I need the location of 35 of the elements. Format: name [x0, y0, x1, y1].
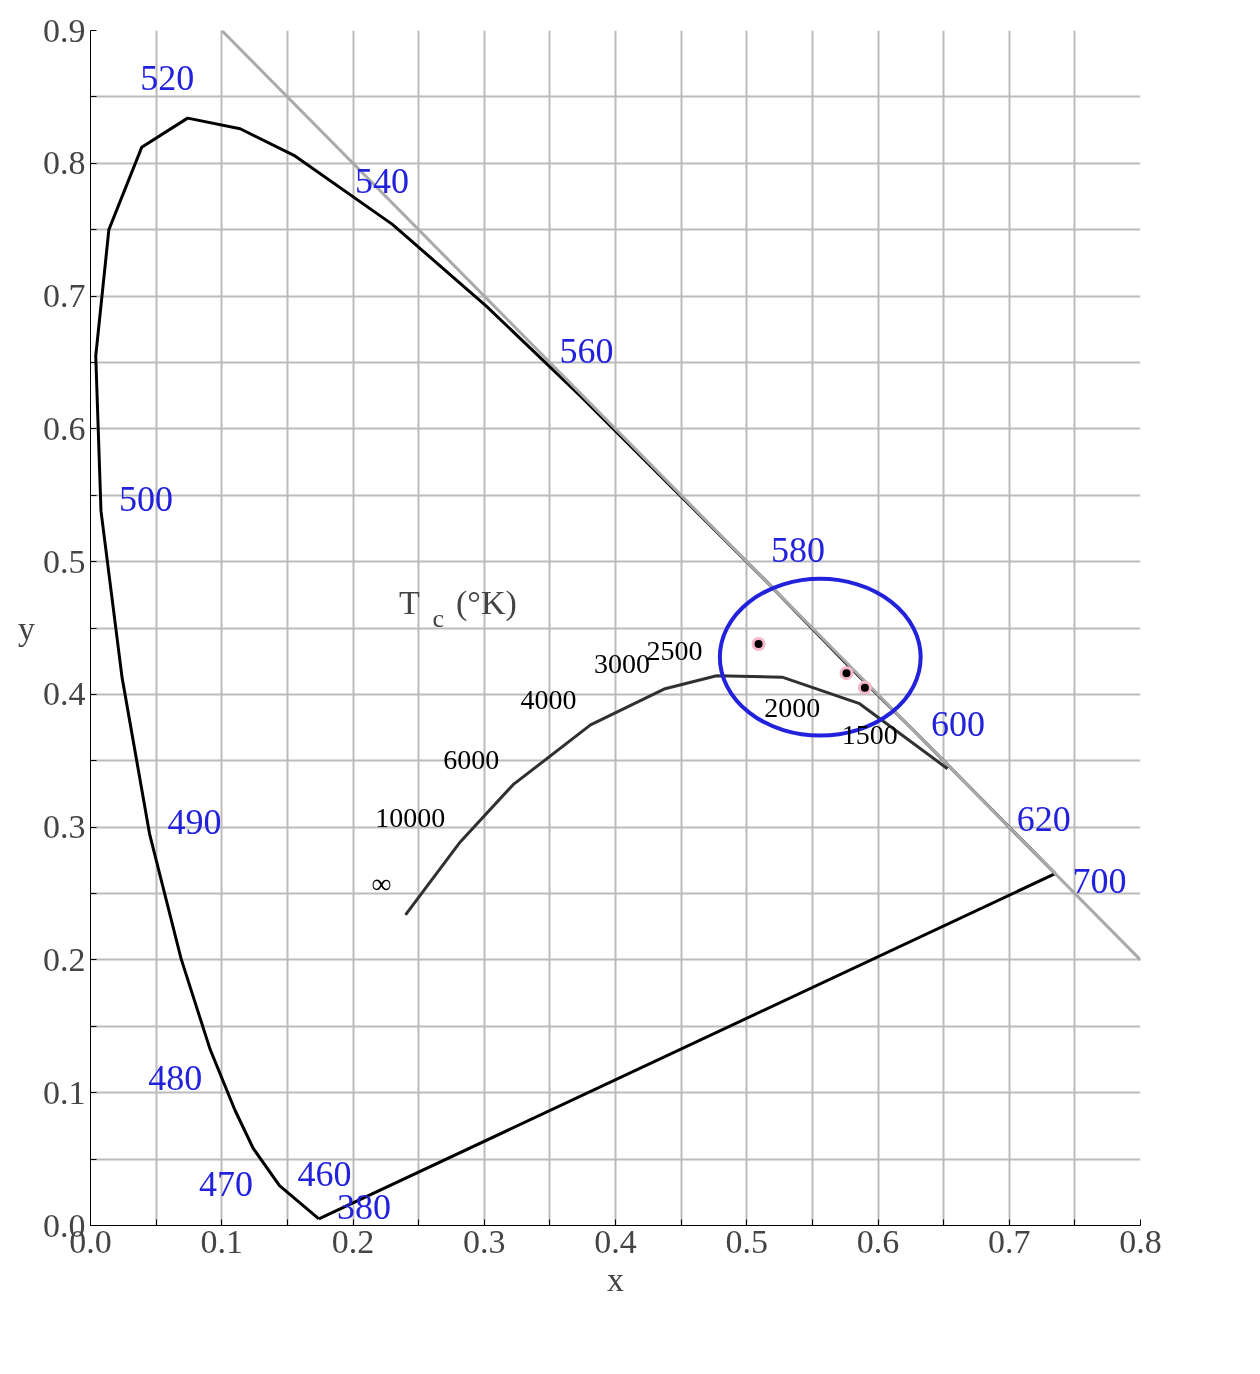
annotation: 2000 — [764, 692, 821, 724]
y-tick-label: 0.3 — [43, 808, 86, 846]
x-tick-label: 0.4 — [594, 1222, 637, 1260]
annotation: 540 — [355, 160, 410, 201]
x-tick-label: 0.5 — [725, 1222, 768, 1260]
y-axis-title: y — [18, 609, 35, 647]
annotation: 470 — [199, 1164, 254, 1205]
y-tick-label: 0.7 — [43, 277, 86, 315]
annotation: 520 — [140, 58, 195, 99]
x-tick-label: 0.8 — [1119, 1222, 1162, 1260]
y-tick-label: 0.2 — [43, 940, 86, 978]
y-tick-label: 0.6 — [43, 409, 86, 447]
x-tick-label: 0.7 — [988, 1222, 1031, 1260]
y-tick-label: 0.9 — [43, 11, 86, 49]
annotation: 6000 — [443, 743, 500, 775]
x-axis-title: x — [607, 1260, 624, 1298]
annotation: 480 — [148, 1057, 203, 1098]
annotation: 1500 — [841, 718, 898, 750]
x-tick-label: 0.3 — [463, 1222, 506, 1260]
annotation: ∞ — [371, 867, 392, 899]
x-tick-label: 0.1 — [200, 1222, 243, 1260]
annotation: 490 — [167, 801, 222, 842]
y-tick-label: 0.4 — [43, 675, 86, 713]
y-tick-label: 0.8 — [43, 144, 86, 182]
y-tick-label: 0.5 — [43, 542, 86, 580]
annotation: 700 — [1072, 860, 1127, 901]
x-tick-label: 0.6 — [856, 1222, 900, 1260]
annotation: 600 — [930, 703, 985, 744]
annotation: 10000 — [375, 802, 446, 834]
annotation: 560 — [559, 331, 614, 372]
annotation: 500 — [119, 479, 173, 520]
annotation: 580 — [770, 529, 825, 570]
annotation: 4000 — [520, 683, 577, 715]
annotation: 620 — [1016, 799, 1071, 840]
y-tick-label: 0.1 — [43, 1073, 86, 1111]
